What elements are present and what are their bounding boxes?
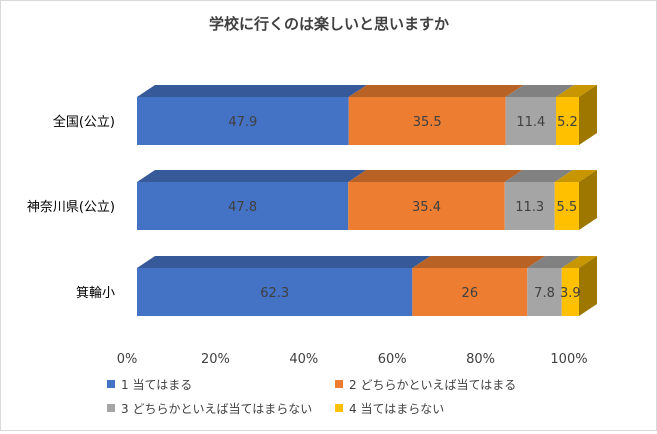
legend-swatch-0: [107, 380, 115, 388]
data-label-0-0: 47.9: [228, 115, 257, 130]
legend-label-3: 4 当てはまらない: [349, 402, 444, 416]
bar-1-1: [348, 182, 505, 230]
legend-label-1: 2 どちらかといえば当てはまる: [349, 378, 516, 392]
bar-0-0: [137, 97, 349, 145]
data-label-1-0: 47.8: [228, 200, 257, 215]
bar-2-0: [137, 268, 413, 316]
legend-item-3: 4 当てはまらない: [335, 402, 444, 416]
bar-group-0: 47.9 35.5 11.4 5.2: [137, 85, 597, 145]
data-label-0-2: 11.4: [516, 115, 545, 130]
data-label-2-0: 62.3: [260, 286, 289, 301]
bar-side-0: [579, 85, 597, 145]
bar-2-3: [561, 268, 579, 316]
bar-0-3: [556, 97, 579, 145]
x-tick-label-1: 20%: [201, 352, 230, 367]
data-label-1-3: 5.5: [557, 200, 578, 215]
bar-2-1: [412, 268, 528, 316]
category-label-0: 全国(公立): [53, 114, 115, 130]
bar-top-1-3: [554, 170, 597, 182]
data-label-2-2: 7.8: [534, 286, 555, 301]
bar-1-2: [504, 182, 555, 230]
chart-title: 学校に行くのは楽しいと思いますか: [209, 15, 449, 33]
data-label-2-3: 3.9: [560, 286, 581, 301]
bar-2-2: [527, 268, 562, 316]
bar-top-0-0: [137, 85, 367, 97]
x-tick-label-4: 80%: [466, 352, 495, 367]
bar-top-0-1: [348, 85, 524, 97]
bar-top-2-2: [527, 256, 580, 268]
data-label-1-2: 11.3: [515, 200, 544, 215]
legend-swatch-2: [107, 404, 115, 412]
bar-side-1: [579, 170, 597, 230]
bar-top-0-2: [505, 85, 575, 97]
legend-label-2: 3 どちらかといえば当てはまらない: [121, 402, 312, 416]
bar-top-1-1: [348, 170, 523, 182]
legend-item-1: 2 どちらかといえば当てはまる: [335, 378, 516, 392]
bar-top-2-1: [412, 256, 546, 268]
x-tick-label-2: 40%: [289, 352, 318, 367]
bar-top-1-2: [504, 170, 573, 182]
bar-top-2-3: [561, 256, 597, 268]
bar-top-1-0: [137, 170, 367, 182]
x-tick-label-3: 60%: [378, 352, 407, 367]
category-labels: 全国(公立) 神奈川県(公立) 箕輪小: [27, 114, 115, 301]
data-label-0-1: 35.5: [413, 115, 442, 130]
bar-0-2: [505, 97, 557, 145]
legend-item-0: 1 当てはまる: [107, 378, 192, 392]
category-label-2: 箕輪小: [76, 285, 115, 301]
x-axis: 0% 20% 40% 60% 80% 100%: [117, 352, 588, 367]
data-label-1-1: 35.4: [412, 200, 441, 215]
bar-group-1: 47.8 35.4 11.3 5.5: [137, 170, 597, 230]
bar-top-0-3: [556, 85, 597, 97]
legend-label-0: 1 当てはまる: [121, 378, 192, 392]
legend-item-2: 3 どちらかといえば当てはまらない: [107, 402, 312, 416]
bar-side-2: [579, 256, 597, 316]
legend-swatch-1: [335, 380, 343, 388]
bar-top-2-0: [137, 256, 431, 268]
data-label-0-3: 5.2: [557, 115, 578, 130]
category-label-1: 神奈川県(公立): [27, 200, 115, 215]
x-tick-label-0: 0%: [117, 352, 138, 367]
legend: 1 当てはまる 2 どちらかといえば当てはまる 3 どちらかといえば当てはまらない 4…: [107, 378, 516, 416]
bar-0-1: [348, 97, 506, 145]
legend-swatch-3: [335, 404, 343, 412]
x-tick-label-5: 100%: [550, 352, 587, 367]
bar-group-2: 62.3 26 7.8 3.9: [137, 256, 597, 316]
plot-area: 47.9 35.5 11.4 5.2 47.8 35.4 11.3 5.5 62.3 26 7.8 3…: [137, 85, 597, 316]
bar-1-0: [137, 182, 349, 230]
bar-1-3: [554, 182, 579, 230]
data-label-2-1: 26: [462, 286, 479, 301]
